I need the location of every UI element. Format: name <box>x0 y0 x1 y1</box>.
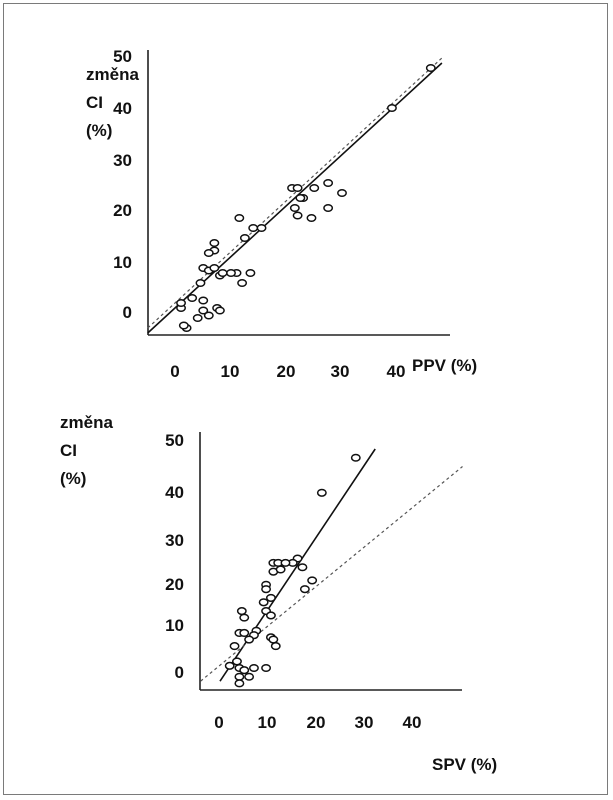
ppv-data-point <box>323 203 334 213</box>
ppv-data-point <box>256 223 267 233</box>
ppv-y-tick-label: 20 <box>113 201 132 220</box>
spv-data-point <box>350 453 361 462</box>
spv-data-point <box>268 635 279 644</box>
ppv-data-point <box>187 293 198 303</box>
ppv-y-tick-label: 10 <box>113 253 132 272</box>
ppv-x-tick-label: 10 <box>221 362 240 381</box>
ppv-y-axis-label: CI <box>86 93 103 112</box>
spv-x-axis-label: SPV (%) <box>432 755 497 774</box>
ppv-data-point <box>245 268 256 278</box>
spv-y-tick-label: 0 <box>175 663 184 682</box>
ppv-x-axis-label: PPV (%) <box>412 356 477 375</box>
ppv-y-tick-label: 40 <box>113 99 132 118</box>
spv-x-tick-label: 0 <box>214 713 223 732</box>
ppv-data-point <box>203 311 214 320</box>
ppv-data-point <box>198 306 209 315</box>
ppv-solid-fit-line <box>147 62 443 334</box>
ppv-data-point <box>209 263 220 273</box>
ppv-data-point <box>237 278 248 288</box>
figure-frame <box>3 3 608 795</box>
ppv-x-tick-label: 40 <box>387 362 406 381</box>
spv-data-point <box>261 663 272 673</box>
spv-data-point <box>239 613 250 622</box>
spv-y-axis-label: změna <box>60 413 113 432</box>
spv-y-tick-label: 40 <box>165 483 184 502</box>
ppv-data-point <box>387 103 397 113</box>
spv-data-point <box>280 558 291 567</box>
ppv-data-point <box>248 223 259 233</box>
spv-data-point <box>265 611 276 620</box>
ppv-y-tick-label: 0 <box>123 303 132 322</box>
spv-data-point <box>229 642 240 651</box>
ppv-data-point <box>323 178 334 188</box>
spv-x-tick-label: 30 <box>355 713 374 732</box>
spv-data-point <box>244 635 255 644</box>
ppv-data-point <box>226 268 236 278</box>
ppv-data-point <box>203 248 214 258</box>
ppv-data-point <box>306 213 317 223</box>
spv-data-point <box>249 663 259 673</box>
ppv-y-tick-label: 30 <box>113 151 132 170</box>
ppv-data-point <box>195 278 206 288</box>
spv-y-tick-label: 50 <box>165 431 184 450</box>
ppv-y-tick-label: 50 <box>113 47 132 66</box>
spv-x-tick-label: 40 <box>403 713 422 732</box>
ppv-data-point <box>337 188 347 198</box>
spv-data-point <box>261 585 272 594</box>
spv-x-tick-label: 20 <box>307 713 326 732</box>
ppv-x-tick-label: 30 <box>331 362 350 381</box>
spv-data-point <box>299 585 310 594</box>
ppv-dashed-fit-line <box>147 57 443 329</box>
spv-y-axis-label: (%) <box>60 469 86 488</box>
ppv-y-axis-label: (%) <box>86 121 112 140</box>
spv-data-point <box>224 661 235 670</box>
spv-data-point <box>307 576 318 585</box>
ppv-data-point <box>289 203 300 213</box>
spv-y-axis-label: CI <box>60 441 77 460</box>
ppv-y-axis-label: změna <box>86 65 139 84</box>
spv-data-point <box>234 672 245 681</box>
ppv-data-point <box>209 238 220 248</box>
ppv-data-point <box>234 213 245 223</box>
ppv-data-point <box>192 313 203 323</box>
spv-data-point <box>239 628 250 638</box>
spv-data-point <box>316 488 327 497</box>
ppv-data-point <box>309 183 320 193</box>
spv-data-point <box>270 642 281 651</box>
ppv-data-point <box>176 298 187 308</box>
ppv-data-point <box>214 306 225 315</box>
ppv-x-tick-label: 20 <box>277 362 296 381</box>
ppv-data-point <box>178 321 189 330</box>
spv-data-point <box>239 666 250 675</box>
spv-data-point <box>234 679 245 688</box>
ppv-data-point <box>239 233 250 243</box>
ppv-data-point <box>425 63 436 73</box>
spv-data-point <box>236 607 247 616</box>
spv-y-tick-label: 20 <box>165 575 184 594</box>
spv-data-point <box>297 563 308 572</box>
ppv-data-point <box>217 268 228 278</box>
spv-y-tick-label: 30 <box>165 531 184 550</box>
ppv-data-point <box>292 183 303 193</box>
ppv-data-point <box>295 193 306 203</box>
spv-dashed-fit-line <box>200 466 463 682</box>
spv-data-point <box>275 565 286 574</box>
spv-data-point <box>244 672 255 681</box>
spv-data-point <box>258 598 269 607</box>
spv-y-tick-label: 10 <box>165 616 184 635</box>
spv-data-point <box>232 657 242 666</box>
ppv-x-tick-label: 0 <box>170 362 179 381</box>
spv-data-point <box>265 593 276 602</box>
ppv-data-point <box>198 296 209 305</box>
spv-x-tick-label: 10 <box>258 713 277 732</box>
ppv-data-point <box>292 211 303 220</box>
